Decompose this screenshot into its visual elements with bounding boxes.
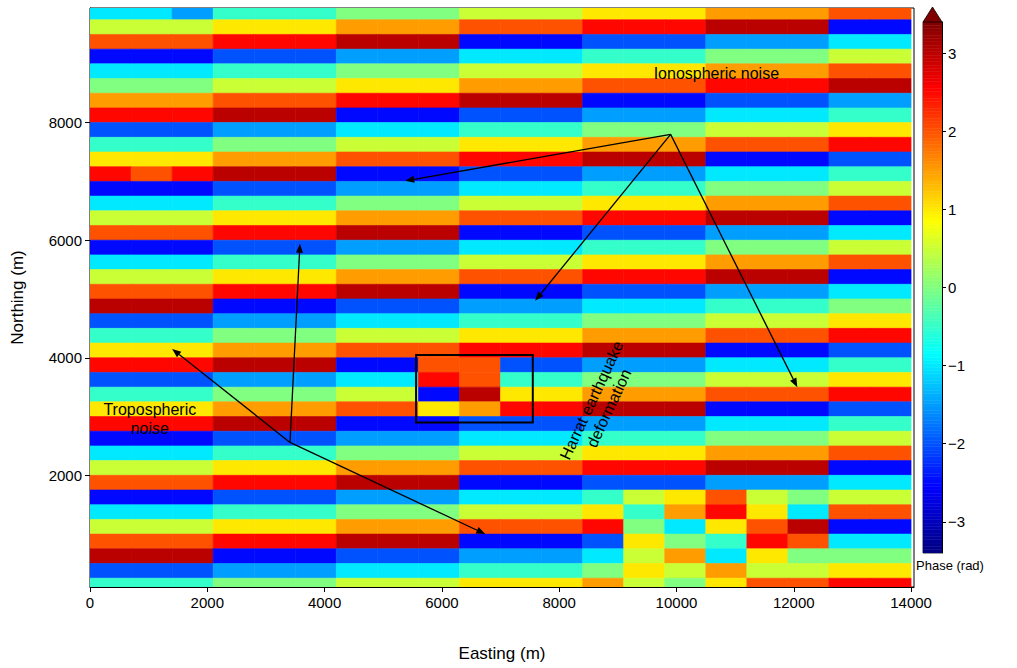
svg-text:8000: 8000 [542, 594, 575, 611]
svg-text:0: 0 [948, 279, 956, 296]
svg-text:Easting (m): Easting (m) [459, 644, 546, 663]
svg-text:6000: 6000 [49, 232, 82, 249]
svg-text:Ionospheric noise: Ionospheric noise [654, 65, 780, 82]
svg-text:10000: 10000 [656, 594, 698, 611]
svg-text:0: 0 [86, 594, 94, 611]
svg-text:4000: 4000 [49, 349, 82, 366]
svg-text:2000: 2000 [49, 467, 82, 484]
svg-text:Phase (rad): Phase (rad) [916, 558, 984, 573]
svg-text:deformation: deformation [583, 366, 634, 450]
svg-text:2000: 2000 [191, 594, 224, 611]
svg-text:14000: 14000 [890, 594, 932, 611]
svg-text:Northing (m): Northing (m) [8, 250, 27, 344]
svg-text:−1: −1 [948, 357, 965, 374]
svg-text:3: 3 [948, 45, 956, 62]
svg-text:Tropospheric: Tropospheric [103, 401, 196, 418]
svg-text:−2: −2 [948, 435, 965, 452]
svg-text:−3: −3 [948, 513, 965, 530]
svg-text:8000: 8000 [49, 114, 82, 131]
svg-text:12000: 12000 [773, 594, 815, 611]
svg-text:2: 2 [948, 123, 956, 140]
svg-text:4000: 4000 [308, 594, 341, 611]
svg-text:Harrat earthquake: Harrat earthquake [556, 338, 627, 463]
svg-text:6000: 6000 [425, 594, 458, 611]
svg-text:1: 1 [948, 201, 956, 218]
svg-text:noise: noise [131, 420, 169, 437]
